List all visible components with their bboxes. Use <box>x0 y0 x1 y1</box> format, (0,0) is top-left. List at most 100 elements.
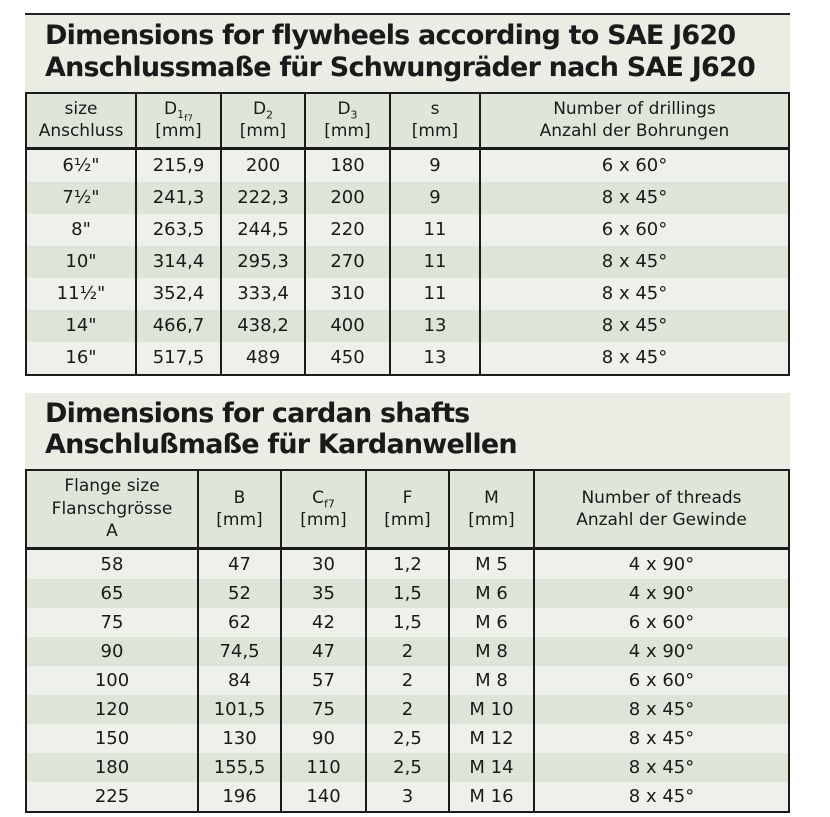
table-cell: 8 x 45° <box>533 781 789 812</box>
table-row: 6½" 215,9 200 180 9 6 x 60° <box>26 148 789 182</box>
table-cell: 450 <box>304 341 390 375</box>
table-cell: 8 x 45° <box>533 694 789 724</box>
datasheet: Dimensions for flywheels according to SA… <box>25 13 790 813</box>
table-cell: 466,7 <box>135 309 221 342</box>
table-cell: 47 <box>280 636 366 666</box>
cardan-title-block: Dimensions for cardan shafts Anschlußmaß… <box>25 392 790 470</box>
table-cell: 9 <box>389 181 480 214</box>
flywheel-title-de: Anschlussmaße für Schwungräder nach SAE … <box>45 51 756 83</box>
table-cell: 517,5 <box>135 341 221 375</box>
table-row: 150 130 90 2,5 M 12 8 x 45° <box>26 723 789 753</box>
table-cell: 438,2 <box>220 309 305 342</box>
column-header: Cf7 [mm] <box>280 470 366 550</box>
table-row: 16" 517,5 489 450 13 8 x 45° <box>26 341 789 375</box>
table-cell: 101,5 <box>197 694 281 724</box>
table-cell: 2,5 <box>365 752 449 782</box>
table-cell: 8 x 45° <box>479 277 789 310</box>
table-cell: 244,5 <box>220 213 305 246</box>
table-cell: 222,3 <box>220 181 305 214</box>
header-row: size Anschluss D1f7 [mm] D2 [mm] D3 [mm] s [mm] Nu… <box>26 92 789 150</box>
table-cell: 3 <box>365 781 449 812</box>
table-cell: 84 <box>197 665 281 695</box>
table-row: 7½" 241,3 222,3 200 9 8 x 45° <box>26 181 789 214</box>
table-cell: 58 <box>100 553 124 575</box>
column-header: s [mm] <box>389 92 480 150</box>
table-cell: 1,2 <box>365 548 449 579</box>
table-cell: 400 <box>304 309 390 342</box>
column-header: Number of threads Anzahl der Gewinde <box>533 470 789 550</box>
column-header: size Anschluss <box>26 92 136 150</box>
table-cell: 6 x 60° <box>533 607 789 637</box>
cardan-table: Flange size Flanschgrösse A B [mm] Cf7 [mm] F [m… <box>25 469 790 813</box>
table-cell: 200 <box>304 181 390 214</box>
table-cell: 110 <box>280 752 366 782</box>
table-cell: 180 <box>94 756 130 778</box>
table-cell: 2 <box>365 636 449 666</box>
table-cell: 225 <box>94 785 130 807</box>
table-cell: 263,5 <box>135 213 221 246</box>
table-cell: 196 <box>197 781 281 812</box>
table-cell: 8 x 45° <box>479 341 789 375</box>
table-cell: 295,3 <box>220 245 305 278</box>
table-cell: 6 x 60° <box>479 148 789 182</box>
table-cell: 35 <box>280 578 366 608</box>
table-cell: 62 <box>197 607 281 637</box>
table-cell: 8" <box>71 219 91 241</box>
table-cell: 13 <box>389 341 480 375</box>
table-cell: 6½" <box>62 155 100 177</box>
table-cell: 155,5 <box>197 752 281 782</box>
column-header: Number of drillings Anzahl der Bohrungen <box>479 92 789 150</box>
table-cell: M 10 <box>448 694 534 724</box>
table-cell: 75 <box>100 611 124 633</box>
table-row: 225 196 140 3 M 16 8 x 45° <box>26 781 789 812</box>
table-cell: 140 <box>280 781 366 812</box>
table-cell: 8 x 45° <box>479 181 789 214</box>
flywheel-title-block: Dimensions for flywheels according to SA… <box>25 13 790 92</box>
column-header: D1f7 [mm] <box>135 92 221 150</box>
table-row: 180 155,5 110 2,5 M 14 8 x 45° <box>26 752 789 782</box>
table-row: 8" 263,5 244,5 220 11 6 x 60° <box>26 213 789 246</box>
table-cell: 310 <box>304 277 390 310</box>
table-cell: 14" <box>65 315 97 337</box>
column-header: F [mm] <box>365 470 449 550</box>
column-header: M [mm] <box>448 470 534 550</box>
flywheel-title-en: Dimensions for flywheels according to SA… <box>45 20 736 51</box>
column-header: D3 [mm] <box>304 92 390 150</box>
table-cell: 74,5 <box>197 636 281 666</box>
flywheel-section: Dimensions for flywheels according to SA… <box>25 13 790 376</box>
table-cell: 57 <box>280 665 366 695</box>
table-row: 11½" 352,4 333,4 310 11 8 x 45° <box>26 277 789 310</box>
flywheel-table-header: size Anschluss D1f7 [mm] D2 [mm] D3 [mm] s [mm] Nu… <box>26 92 789 150</box>
table-cell: 90 <box>280 723 366 753</box>
table-cell: 7½" <box>62 187 100 209</box>
column-header: Flange size Flanschgrösse A <box>26 470 198 550</box>
table-cell: 2,5 <box>365 723 449 753</box>
table-row: 14" 466,7 438,2 400 13 8 x 45° <box>26 309 789 342</box>
table-cell: 333,4 <box>220 277 305 310</box>
table-cell: 11½" <box>56 283 106 305</box>
section-divider <box>25 376 790 393</box>
table-row: 10" 314,4 295,3 270 11 8 x 45° <box>26 245 789 278</box>
table-cell: 90 <box>100 640 124 662</box>
flywheel-table: size Anschluss D1f7 [mm] D2 [mm] D3 [mm] s [mm] Nu… <box>25 91 790 376</box>
table-cell: 2 <box>365 665 449 695</box>
column-header: B [mm] <box>197 470 281 550</box>
table-cell: 2 <box>365 694 449 724</box>
table-cell: 220 <box>304 213 390 246</box>
table-cell: 4 x 90° <box>533 578 789 608</box>
table-cell: 10" <box>65 251 97 273</box>
table-cell: 11 <box>389 245 480 278</box>
table-cell: 4 x 90° <box>533 548 789 579</box>
table-cell: 47 <box>197 548 281 579</box>
table-cell: M 5 <box>448 548 534 579</box>
table-cell: 8 x 45° <box>533 752 789 782</box>
table-cell: 6 x 60° <box>533 665 789 695</box>
cardan-section: Dimensions for cardan shafts Anschlußmaß… <box>25 392 790 813</box>
flywheel-table-body: 6½" 215,9 200 180 9 6 x 60° 7½" 241,3 222,3 200 9 8… <box>26 148 789 375</box>
